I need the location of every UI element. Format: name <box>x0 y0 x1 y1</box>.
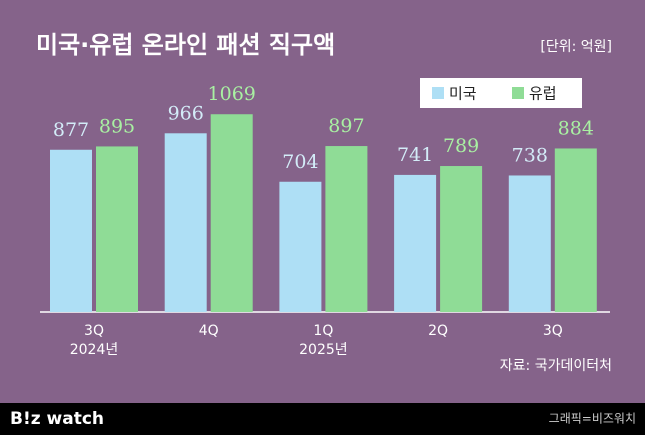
bar <box>440 166 483 312</box>
legend-swatch <box>512 87 524 99</box>
value-label: 789 <box>443 135 479 157</box>
x-tick-year: 2024년 <box>70 342 119 358</box>
x-tick-year: 2025년 <box>299 342 348 358</box>
x-tick-label: 1Q <box>313 323 333 339</box>
bar <box>508 175 551 312</box>
value-label: 895 <box>99 115 135 137</box>
bar <box>210 114 253 312</box>
legend-box <box>420 78 582 108</box>
value-label: 897 <box>328 115 364 137</box>
legend-swatch <box>432 87 444 99</box>
value-label: 704 <box>282 151 318 173</box>
bar <box>325 146 368 312</box>
bar <box>164 133 207 312</box>
legend-label: 미국 <box>449 85 477 103</box>
x-tick-label: 3Q <box>84 323 104 339</box>
credit: 그래픽=비즈워치 <box>549 412 636 426</box>
footer-band <box>0 403 645 435</box>
value-label: 884 <box>558 117 594 139</box>
bar <box>50 149 92 312</box>
bar <box>279 181 322 312</box>
x-tick-label: 4Q <box>199 323 219 339</box>
x-tick-label: 3Q <box>543 323 563 339</box>
unit-label: [단위: 억원] <box>540 39 612 55</box>
value-label: 741 <box>397 144 433 166</box>
x-tick-label: 2Q <box>428 323 448 339</box>
bar <box>96 146 138 312</box>
source: 자료: 국가데이터처 <box>500 358 612 374</box>
legend-label: 유럽 <box>529 85 557 103</box>
value-label: 738 <box>512 144 548 166</box>
chart-title: 미국·유럽 온라인 패션 직구액 <box>36 31 335 59</box>
bar <box>394 174 437 312</box>
logo: B!z watch <box>10 409 104 429</box>
bar <box>554 148 597 312</box>
value-label: 966 <box>168 102 204 124</box>
value-label: 1069 <box>208 83 256 105</box>
value-label: 877 <box>53 119 89 141</box>
